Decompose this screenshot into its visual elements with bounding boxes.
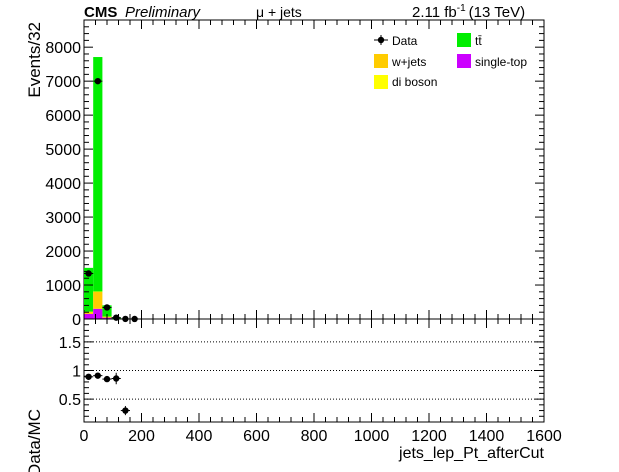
lumi-energy: (13 TeV) <box>469 4 525 21</box>
x-tick-label-5: 1000 <box>354 428 390 445</box>
legend: Data tt̄ w+jets single-top di boson <box>374 33 527 89</box>
legend-singletop-label: single-top <box>475 55 527 69</box>
bar-ttbar-bin-1 <box>93 57 103 292</box>
channel-label: μ + jets <box>256 4 302 20</box>
top-ytick-label-0: 0 <box>72 312 81 329</box>
x-axis-label: jets_lep_Pt_afterCut <box>398 445 545 462</box>
legend-item-wjets: w+jets <box>374 54 426 69</box>
legend-diboson-swatch <box>374 75 388 89</box>
ratio-x-axis: 0 200 400 600 800 1000 1200 1400 1600 <box>80 319 562 445</box>
ratio-point-2 <box>103 375 111 383</box>
cms-label: CMS <box>84 4 117 21</box>
lumi-exp: -1 <box>457 3 466 14</box>
top-ytick-label-7: 7000 <box>45 74 81 91</box>
legend-item-data: Data <box>374 34 418 48</box>
x-tick-label-8: 1600 <box>526 428 562 445</box>
x-tick-label-2: 400 <box>186 428 213 445</box>
ratio-ytick-label-1: 1 <box>72 364 81 381</box>
legend-singletop-swatch <box>457 54 471 68</box>
top-stacks <box>84 57 130 320</box>
ratio-y-axis: 0.5 1 1.5 <box>59 324 544 417</box>
bar-singletop-bin-1 <box>93 308 103 319</box>
ratio-point-3 <box>113 375 120 382</box>
legend-wjets-label: w+jets <box>391 55 426 69</box>
top-ytick-label-5: 5000 <box>45 142 81 159</box>
ratio-panel: 0.5 1 1.5 0 200 400 600 800 1000 1200 1400 1600 Da… <box>25 318 562 472</box>
top-panel: 0 1000 2000 3000 4000 5000 6000 7000 8000 Events… <box>25 19 545 329</box>
legend-item-ttbar: tt̄ <box>457 33 482 48</box>
bar-wjets-bin-1 <box>93 291 103 309</box>
top-ytick-label-8: 8000 <box>45 40 81 57</box>
data-point-2 <box>103 304 111 311</box>
x-tick-label-4: 800 <box>301 428 328 445</box>
bar-ttbar-bin-2 <box>102 305 112 317</box>
x-tick-label-7: 1400 <box>469 428 505 445</box>
bar-singletop-bin-0 <box>84 313 94 319</box>
legend-data-marker <box>377 36 385 44</box>
ratio-y-axis-label: Data/MC <box>25 409 44 472</box>
ratio-reference-lines <box>84 341 544 400</box>
x-tick-label-3: 600 <box>243 428 270 445</box>
lumi-main: 2.11 fb <box>412 4 457 21</box>
top-y-axis-label: Events/32 <box>25 22 44 98</box>
x-tick-label-1: 200 <box>128 428 155 445</box>
ratio-points <box>84 372 130 416</box>
x-tick-label-0: 0 <box>80 428 89 445</box>
legend-ttbar-label: tt̄ <box>475 34 482 48</box>
bar-ttbar-bin-0 <box>84 267 94 312</box>
bar-wjets-bin-0 <box>84 311 94 314</box>
top-ytick-label-4: 4000 <box>45 176 81 193</box>
top-x-ticks <box>83 20 545 319</box>
bar-diboson-bin-1 <box>93 291 103 292</box>
ratio-point-1 <box>94 372 102 379</box>
ratio-ytick-label-2: 1.5 <box>59 335 81 352</box>
legend-item-diboson: di boson <box>374 75 437 89</box>
ratio-ytick-label-0: 0.5 <box>59 392 81 409</box>
top-ytick-label-2: 2000 <box>45 244 81 261</box>
legend-wjets-swatch <box>374 54 388 68</box>
data-point-1 <box>94 77 102 85</box>
legend-ttbar-swatch <box>457 33 471 47</box>
legend-data-label: Data <box>392 34 418 48</box>
legend-item-singletop: single-top <box>457 54 527 69</box>
top-ytick-label-1: 1000 <box>45 278 81 295</box>
top-ytick-label-6: 6000 <box>45 108 81 125</box>
legend-diboson-label: di boson <box>392 75 437 89</box>
ratio-point-0 <box>85 373 92 380</box>
preliminary-label: Preliminary <box>125 4 202 21</box>
x-tick-label-6: 1200 <box>411 428 447 445</box>
top-y-axis: 0 1000 2000 3000 4000 5000 6000 7000 8000 <box>45 26 544 329</box>
lumi-label: 2.11 fb-1 (13 TeV) <box>412 3 525 21</box>
ratio-point-4 <box>122 407 129 414</box>
top-ytick-label-3: 3000 <box>45 210 81 227</box>
